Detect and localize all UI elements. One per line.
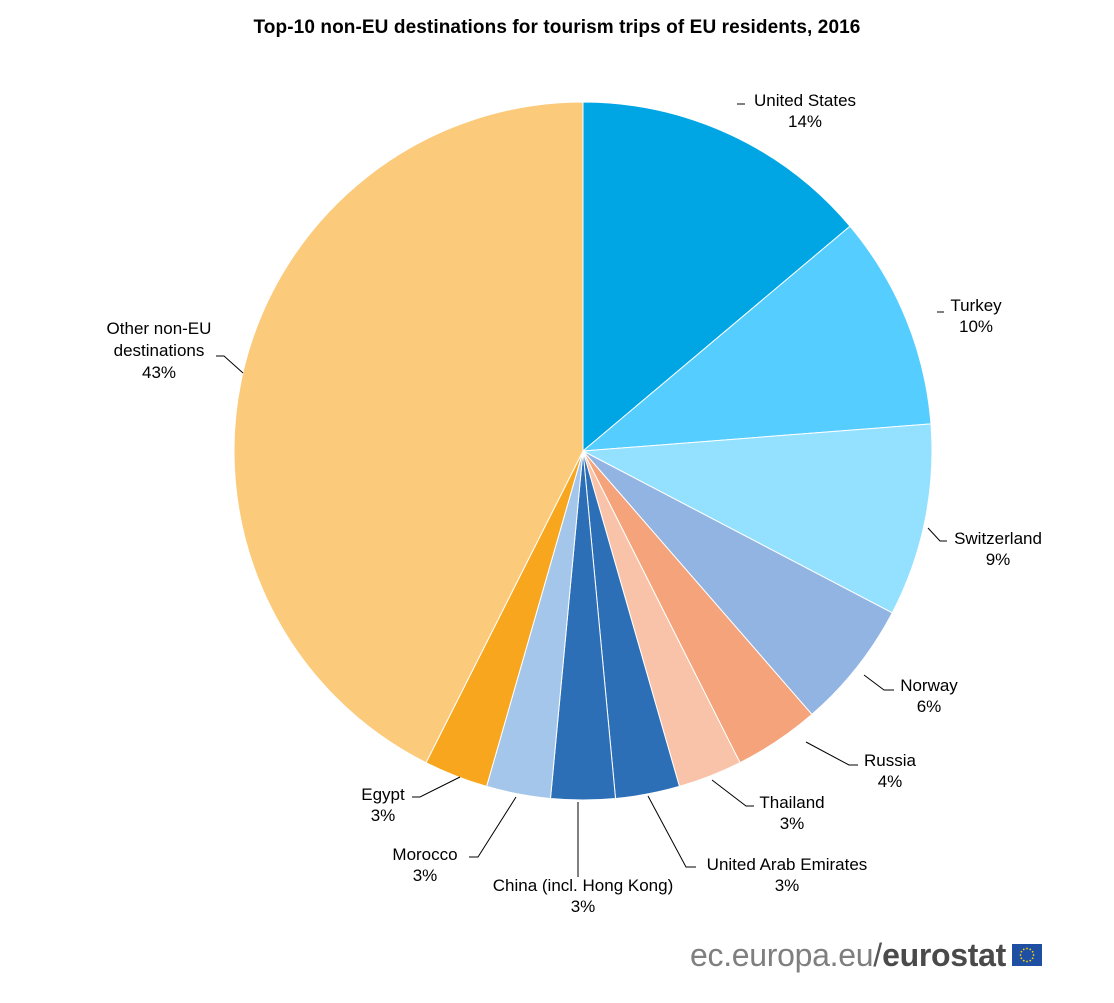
slice-name-label: United Arab Emirates [707,855,868,874]
slice-name-label: Switzerland [954,529,1042,548]
slice-label-egypt: Egypt 3% [361,785,405,825]
slice-name-label: Russia [864,751,917,770]
slice-name-label: Thailand [759,793,824,812]
flag-star [1031,950,1034,953]
slice-name-label: Norway [900,676,958,695]
pie-slice-norway [582,450,893,716]
flag-star [1020,957,1023,960]
slice-label-united-states: United States 14% [754,91,856,131]
slice-value-label: 10% [959,317,993,336]
flag-star [1032,954,1035,956]
slice-name-label: China (incl. Hong Kong) [493,876,673,895]
flag-star [1019,954,1022,956]
leader-line-morocco [469,796,517,858]
pie-slices [233,101,933,801]
slice-label-turkey: Turkey 10% [950,296,1002,336]
slice-value-label: 3% [371,806,396,825]
eurostat-logo: ec.europa.eu / eurostat [690,935,1042,975]
leader-line-thailand [711,779,754,807]
slice-label-other-non-eu-destinations: Other non-EU destinations 43% [107,319,212,382]
slice-name-label: Egypt [361,785,405,804]
flag-star [1029,959,1032,962]
slice-value-label: 3% [775,876,800,895]
slice-label-china-incl-hong-kong: China (incl. Hong Kong) 3% [493,876,673,916]
footer-brand-text: eurostat [882,936,1006,973]
footer-separator: / [873,936,883,973]
pie-slice-united-states [582,101,851,453]
flag-star [1020,950,1023,953]
pie-slice-turkey [581,225,932,452]
slice-name-label: Turkey [950,296,1002,315]
slice-label-morocco: Morocco 3% [392,845,457,885]
slice-value-label: 4% [878,772,903,791]
flag-star [1026,960,1028,963]
leader-line-other-non-eu-destinations [216,355,244,374]
flag-star [1029,948,1032,951]
slice-labels: United States 14% Turkey 10% Switzerland 9% No… [107,91,1042,916]
slice-name-label: Morocco [392,845,457,864]
pie-slice-switzerland [581,423,933,614]
leader-lines [216,103,947,877]
leader-line-switzerland [927,527,947,542]
slice-value-label: 3% [413,866,438,885]
slice-label-russia: Russia 4% [864,751,917,791]
pie-slice-other-non-eu-destinations [233,101,584,764]
slice-value-label: 6% [917,697,942,716]
slice-name-label: Other non-EU [107,319,212,338]
slice-name-label: destinations [114,341,205,360]
slice-value-label: 43% [142,363,176,382]
flag-star [1026,947,1028,950]
slice-value-label: 9% [986,550,1011,569]
leader-line-united-arab-emirates [647,795,696,868]
slice-label-switzerland: Switzerland 9% [954,529,1042,569]
slice-value-label: 3% [571,897,596,916]
eu-flag-icon [1011,944,1042,966]
slice-label-thailand: Thailand 3% [759,793,824,833]
slice-name-label: United States [754,91,856,110]
slice-value-label: 14% [788,112,822,131]
slice-label-united-arab-emirates: United Arab Emirates 3% [707,855,868,895]
chart-title: Top-10 non-EU destinations for tourism t… [253,17,861,38]
flag-star [1022,959,1025,962]
leader-line-norway [863,674,894,691]
footer-site-text: ec.europa.eu [690,936,874,973]
slice-value-label: 3% [780,814,805,833]
flag-star [1022,948,1025,951]
leader-line-russia [805,741,858,766]
flag-star [1031,957,1034,960]
leader-line-egypt [412,776,461,798]
slice-label-norway: Norway 6% [900,676,958,716]
